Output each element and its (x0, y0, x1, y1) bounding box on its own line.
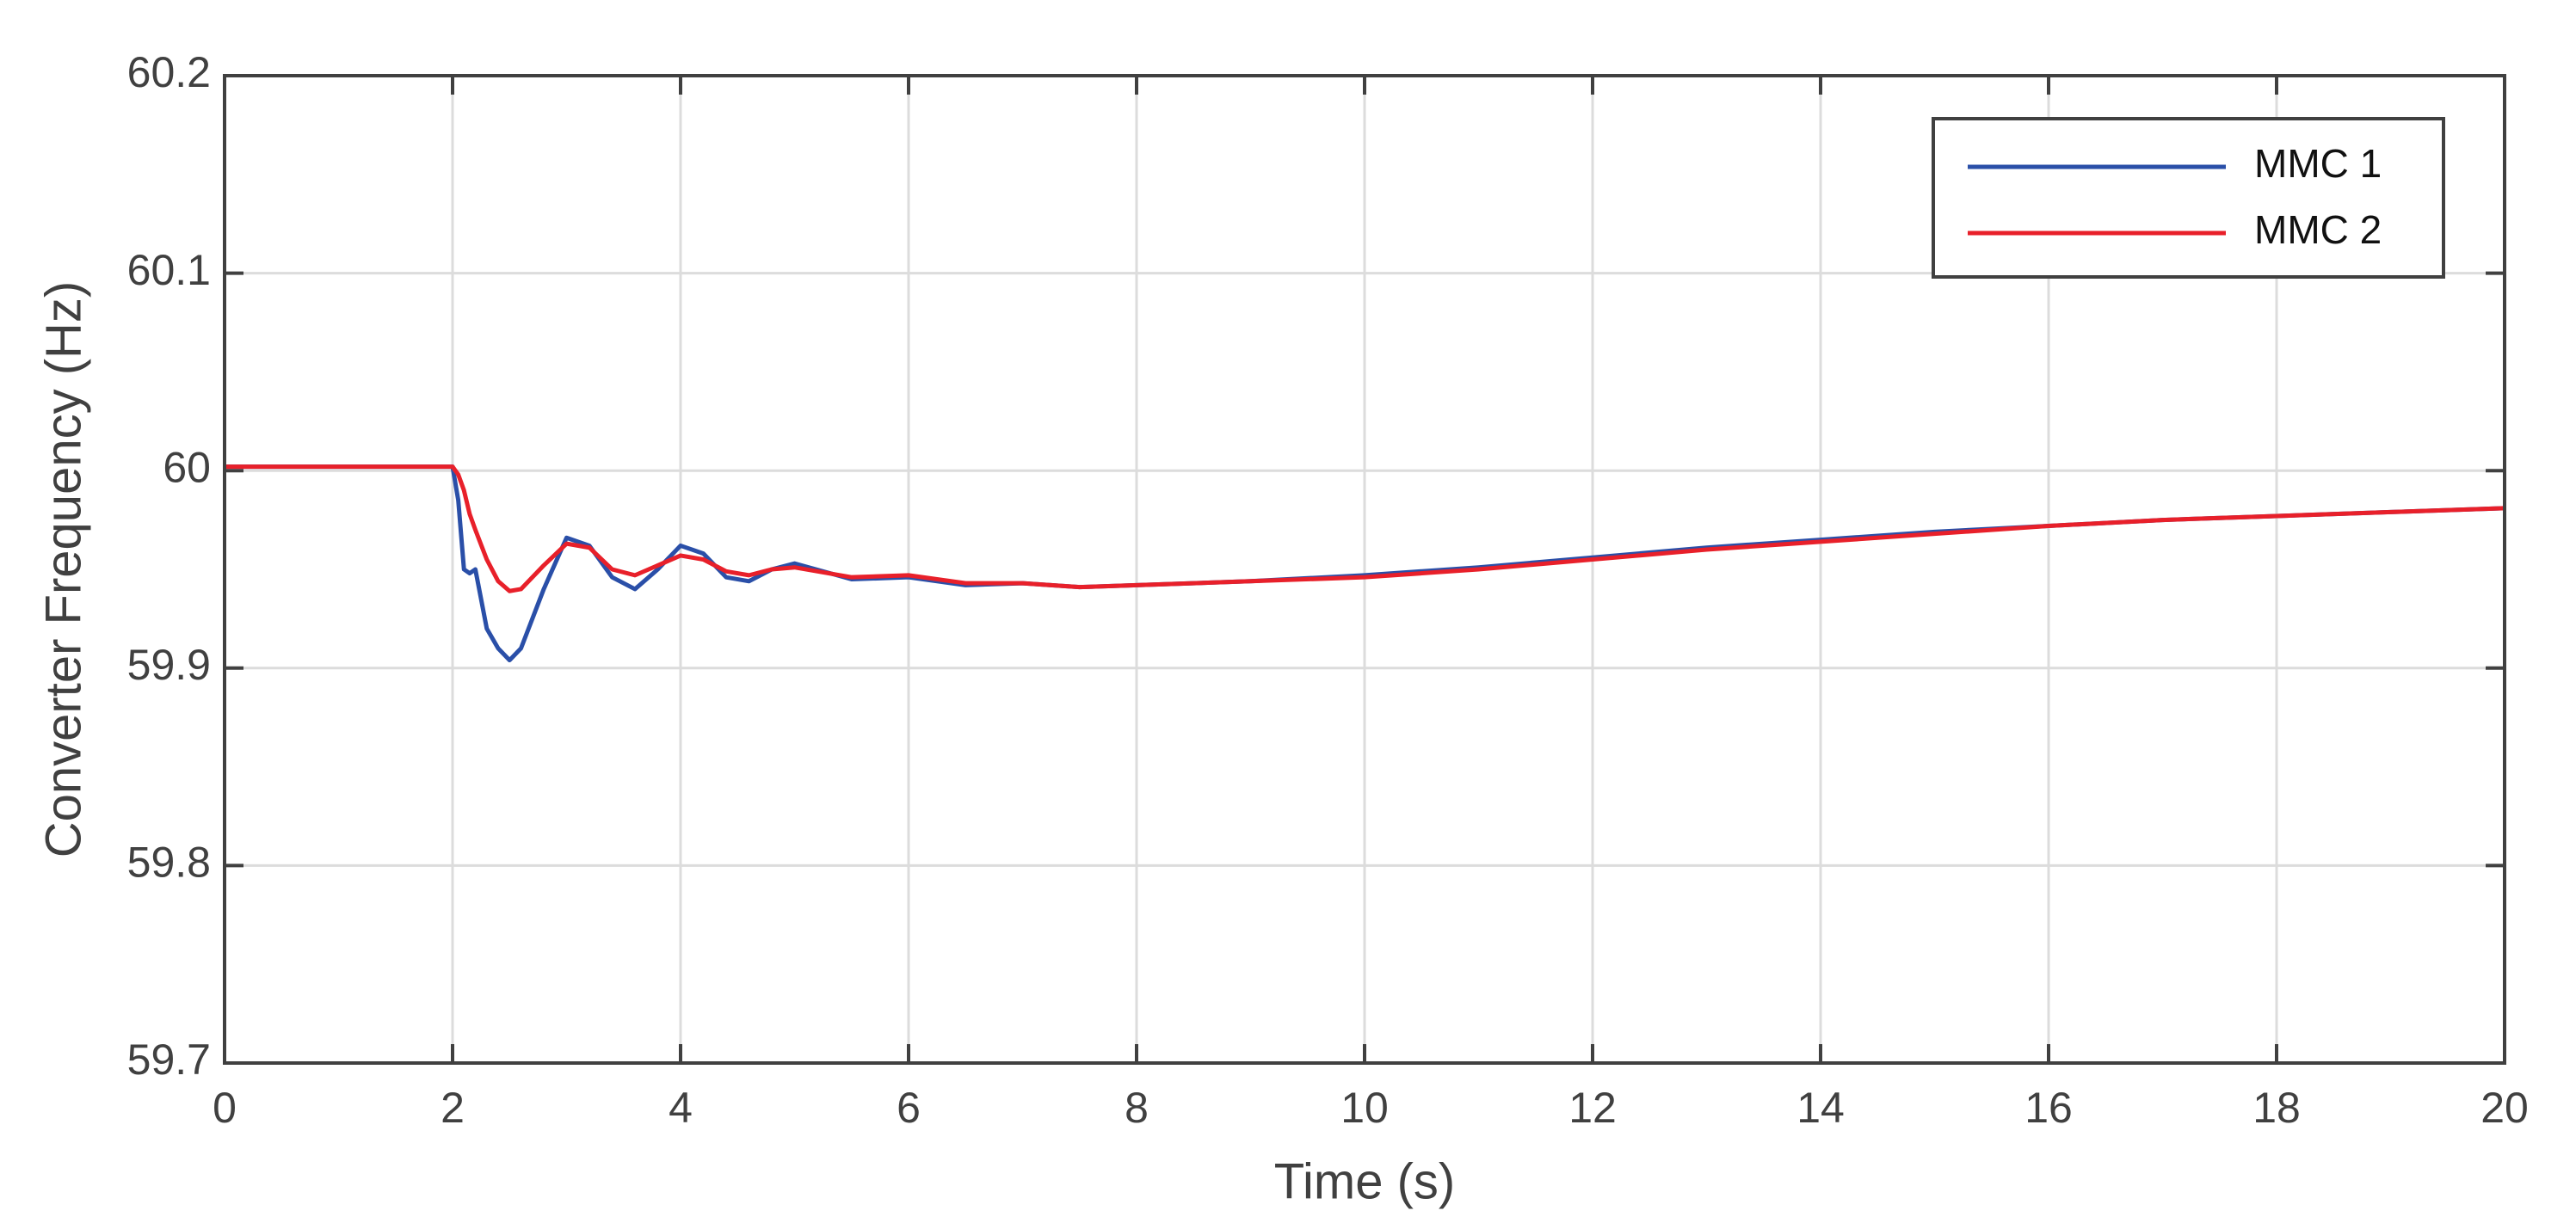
y-tick-label: 59.8 (127, 839, 211, 887)
x-tick-label: 12 (1568, 1084, 1617, 1132)
data-line (225, 464, 2505, 593)
y-tick-label: 60.2 (127, 48, 211, 96)
y-tick-label: 59.9 (127, 641, 211, 689)
y-tick-label: 60.1 (127, 246, 211, 294)
x-tick-label: 18 (2252, 1084, 2301, 1132)
x-tick-label: 4 (669, 1084, 693, 1132)
x-tick-label: 6 (897, 1084, 921, 1132)
legend-label: MMC 2 (2254, 207, 2382, 252)
legend-label: MMC 1 (2254, 141, 2382, 186)
x-tick-label: 0 (213, 1084, 237, 1132)
y-tick-label: 59.7 (127, 1036, 211, 1084)
x-tick-label: 2 (441, 1084, 465, 1132)
y-axis-label: Converter Frequency (Hz) (35, 281, 91, 857)
plot-frame (223, 74, 2506, 1065)
y-tick-label: 60 (163, 443, 211, 491)
x-tick-label: 10 (1340, 1084, 1389, 1132)
x-tick-label: 14 (1796, 1084, 1845, 1132)
x-tick-label: 16 (2024, 1084, 2073, 1132)
x-tick-label: 20 (2480, 1084, 2529, 1132)
x-axis-label: Time (s) (1274, 1153, 1455, 1209)
legend-box (1932, 117, 2445, 279)
x-tick-label: 8 (1125, 1084, 1149, 1132)
